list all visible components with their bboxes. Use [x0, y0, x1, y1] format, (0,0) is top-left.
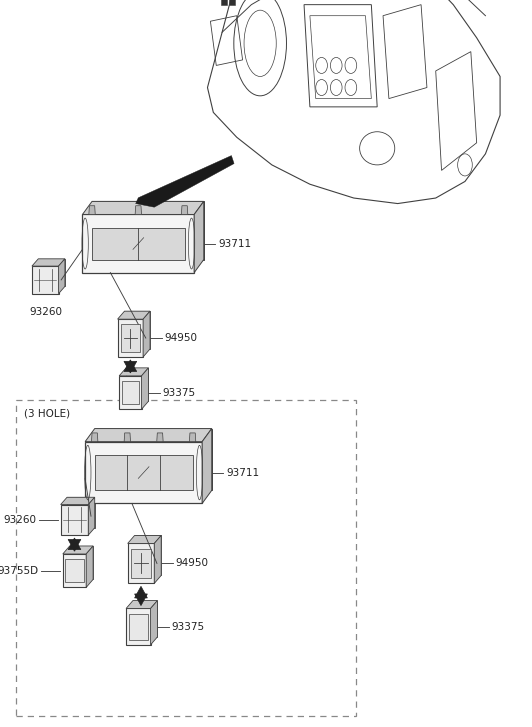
Polygon shape: [118, 319, 143, 357]
Polygon shape: [128, 544, 154, 583]
Polygon shape: [118, 311, 150, 319]
Polygon shape: [92, 433, 98, 442]
Polygon shape: [38, 259, 65, 286]
Polygon shape: [129, 614, 148, 640]
Polygon shape: [68, 538, 81, 550]
Polygon shape: [126, 601, 157, 608]
Text: 93260: 93260: [4, 515, 37, 525]
Polygon shape: [85, 442, 202, 503]
Polygon shape: [135, 594, 147, 606]
Polygon shape: [92, 201, 204, 260]
Polygon shape: [126, 608, 151, 645]
Polygon shape: [88, 497, 95, 535]
Polygon shape: [32, 266, 59, 294]
Polygon shape: [135, 206, 142, 214]
Polygon shape: [63, 546, 93, 554]
Polygon shape: [89, 206, 95, 214]
Polygon shape: [122, 381, 139, 404]
Polygon shape: [124, 360, 137, 371]
Polygon shape: [32, 259, 65, 266]
Text: 93711: 93711: [226, 467, 259, 478]
Polygon shape: [95, 455, 193, 490]
Polygon shape: [157, 433, 163, 442]
Polygon shape: [65, 559, 84, 582]
Polygon shape: [119, 376, 142, 409]
Polygon shape: [135, 535, 161, 576]
Polygon shape: [124, 433, 130, 442]
Polygon shape: [194, 201, 204, 273]
Polygon shape: [133, 601, 157, 637]
Polygon shape: [92, 228, 185, 260]
Polygon shape: [63, 554, 86, 587]
Text: 93755D: 93755D: [0, 566, 39, 576]
Polygon shape: [143, 311, 150, 357]
Polygon shape: [82, 214, 194, 273]
Polygon shape: [189, 433, 196, 442]
Text: 93711: 93711: [218, 238, 251, 249]
Polygon shape: [124, 311, 150, 349]
Polygon shape: [85, 429, 212, 442]
Bar: [221, 0, 227, 4]
Polygon shape: [86, 546, 93, 587]
Polygon shape: [61, 505, 88, 535]
Polygon shape: [119, 368, 148, 376]
Polygon shape: [82, 201, 204, 214]
Polygon shape: [154, 535, 161, 583]
Text: 93375: 93375: [172, 622, 205, 632]
Text: 94950: 94950: [176, 558, 209, 569]
Polygon shape: [151, 601, 157, 645]
Text: 93375: 93375: [163, 387, 196, 398]
Polygon shape: [59, 259, 65, 294]
Polygon shape: [67, 497, 95, 528]
Polygon shape: [126, 368, 148, 401]
Text: (3 HOLE): (3 HOLE): [24, 409, 70, 419]
Polygon shape: [135, 586, 147, 598]
Bar: [229, 0, 235, 4]
Polygon shape: [181, 206, 188, 214]
Polygon shape: [128, 535, 161, 544]
Polygon shape: [124, 361, 137, 373]
Text: 94950: 94950: [164, 333, 197, 343]
Polygon shape: [131, 548, 151, 579]
Polygon shape: [70, 546, 93, 579]
Text: 93260: 93260: [29, 307, 62, 317]
Polygon shape: [61, 497, 95, 505]
Polygon shape: [202, 429, 212, 503]
Polygon shape: [95, 429, 212, 490]
Polygon shape: [142, 368, 148, 409]
Polygon shape: [68, 539, 81, 551]
Polygon shape: [136, 156, 234, 207]
Polygon shape: [121, 324, 140, 352]
